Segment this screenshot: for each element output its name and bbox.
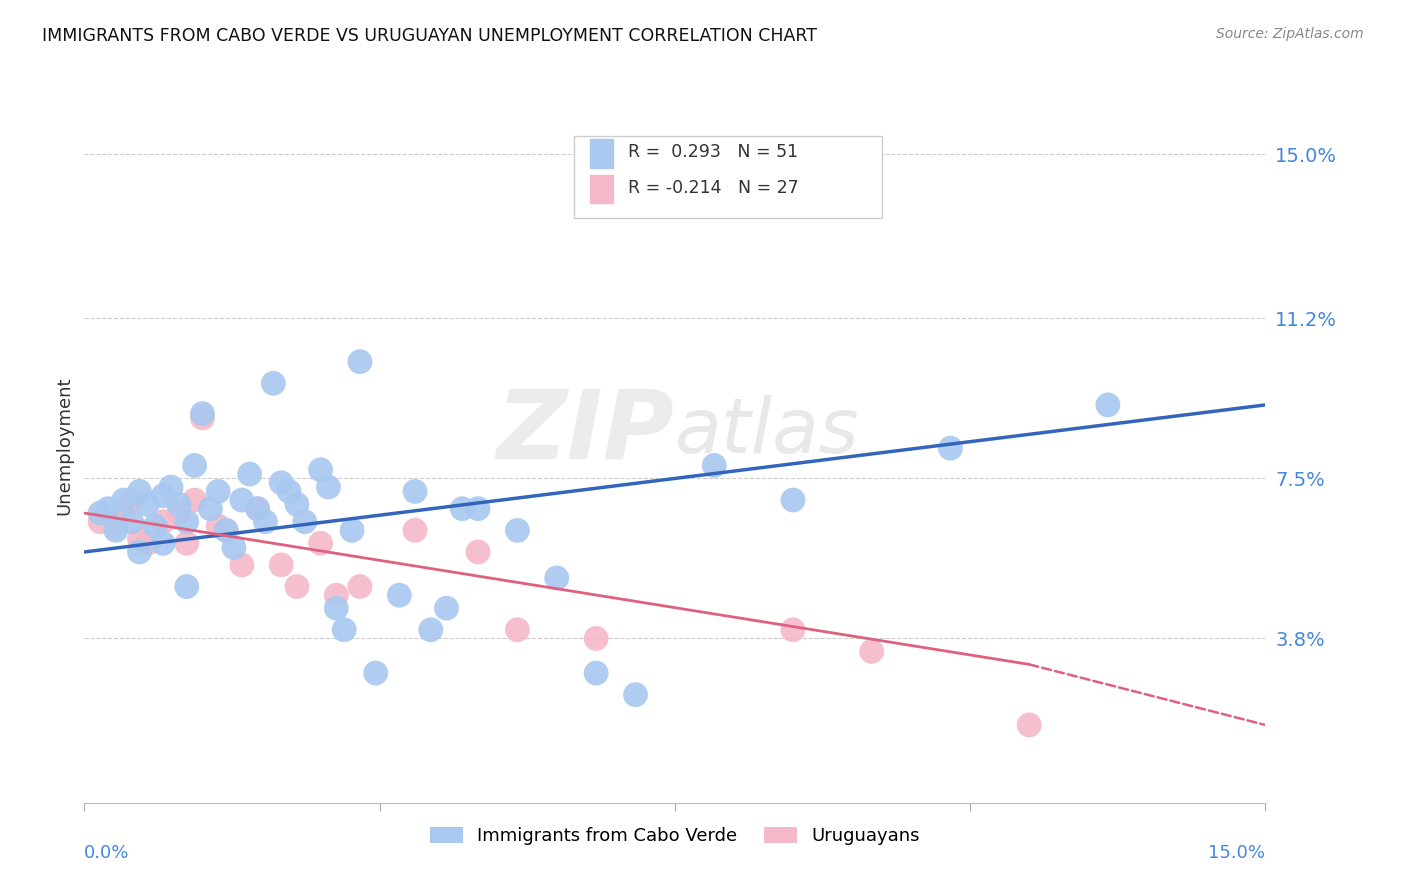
Point <box>451 501 474 516</box>
Point <box>436 601 458 615</box>
Point <box>782 493 804 508</box>
Point <box>167 497 190 511</box>
Text: 0.0%: 0.0% <box>84 845 129 863</box>
Point <box>152 489 174 503</box>
Point <box>97 501 120 516</box>
Point <box>585 666 607 681</box>
Point <box>285 497 308 511</box>
Point <box>294 515 316 529</box>
Point <box>546 571 568 585</box>
Point <box>1097 398 1119 412</box>
Point <box>239 467 262 482</box>
Legend: Immigrants from Cabo Verde, Uruguayans: Immigrants from Cabo Verde, Uruguayans <box>420 818 929 855</box>
Y-axis label: Unemployment: Unemployment <box>55 376 73 516</box>
Point <box>246 501 269 516</box>
Point <box>467 501 489 516</box>
Point <box>254 515 277 529</box>
Point <box>340 524 363 538</box>
Point <box>585 632 607 646</box>
Point <box>364 666 387 681</box>
Bar <box>591 175 613 203</box>
Point <box>222 541 245 555</box>
Point <box>136 497 159 511</box>
Point <box>270 558 292 572</box>
Point <box>176 580 198 594</box>
Point <box>624 688 647 702</box>
Point <box>128 545 150 559</box>
Point <box>419 623 441 637</box>
Point <box>104 519 127 533</box>
Point <box>262 376 284 391</box>
Text: R = -0.214   N = 27: R = -0.214 N = 27 <box>627 178 799 196</box>
Point <box>318 480 340 494</box>
Point <box>285 580 308 594</box>
Point <box>128 484 150 499</box>
Point <box>89 515 111 529</box>
Point <box>200 501 222 516</box>
Point <box>404 524 426 538</box>
Point <box>112 506 135 520</box>
Point <box>176 515 198 529</box>
Point <box>703 458 725 473</box>
Point <box>167 506 190 520</box>
Point <box>333 623 356 637</box>
Point <box>939 441 962 455</box>
Point <box>349 354 371 368</box>
Point <box>207 519 229 533</box>
FancyBboxPatch shape <box>575 136 882 218</box>
Point <box>404 484 426 499</box>
Point <box>325 588 347 602</box>
Point <box>231 493 253 508</box>
Point <box>278 484 301 499</box>
Point <box>349 580 371 594</box>
Point <box>1018 718 1040 732</box>
Point <box>121 515 143 529</box>
Point <box>309 536 332 550</box>
Point <box>215 524 238 538</box>
Point <box>143 519 166 533</box>
Point <box>207 484 229 499</box>
Text: 15.0%: 15.0% <box>1208 845 1265 863</box>
Text: Source: ZipAtlas.com: Source: ZipAtlas.com <box>1216 27 1364 41</box>
Point <box>136 536 159 550</box>
Point <box>176 536 198 550</box>
Point <box>270 475 292 490</box>
Text: IMMIGRANTS FROM CABO VERDE VS URUGUAYAN UNEMPLOYMENT CORRELATION CHART: IMMIGRANTS FROM CABO VERDE VS URUGUAYAN … <box>42 27 817 45</box>
Point <box>121 493 143 508</box>
Point <box>388 588 411 602</box>
Point <box>231 558 253 572</box>
Point <box>112 493 135 508</box>
Point <box>104 524 127 538</box>
Point <box>506 623 529 637</box>
Point <box>191 410 214 425</box>
Text: ZIP: ZIP <box>496 385 675 478</box>
Point <box>152 536 174 550</box>
Point <box>160 480 183 494</box>
Point <box>325 601 347 615</box>
Point <box>782 623 804 637</box>
Point <box>191 407 214 421</box>
Point <box>89 506 111 520</box>
Point <box>506 524 529 538</box>
Point <box>467 545 489 559</box>
Point <box>152 515 174 529</box>
Point <box>246 501 269 516</box>
Point <box>309 463 332 477</box>
Point <box>183 493 205 508</box>
Bar <box>591 139 613 168</box>
Point <box>128 532 150 546</box>
Point <box>860 644 883 658</box>
Text: atlas: atlas <box>675 395 859 468</box>
Point <box>215 524 238 538</box>
Point <box>183 458 205 473</box>
Text: R =  0.293   N = 51: R = 0.293 N = 51 <box>627 143 797 161</box>
